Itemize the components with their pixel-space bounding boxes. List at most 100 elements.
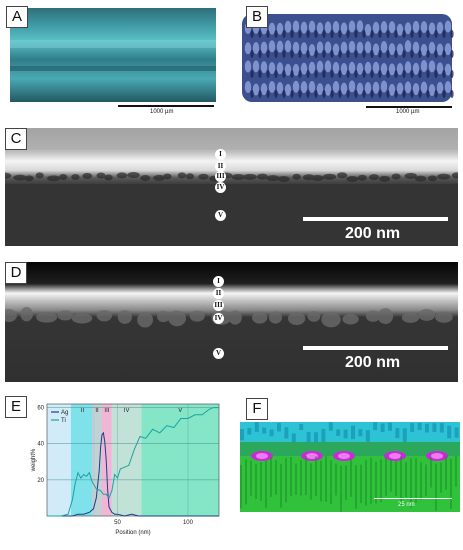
texture-streak xyxy=(432,423,437,432)
grain xyxy=(228,310,242,325)
mesh-pore xyxy=(282,50,286,58)
x-tick-label: 50 xyxy=(114,520,121,526)
mesh-pore xyxy=(330,50,334,58)
mesh-pore xyxy=(306,90,310,98)
texture-streak xyxy=(365,459,367,506)
grain xyxy=(401,312,420,323)
texture-streak xyxy=(275,460,277,495)
texture-streak xyxy=(417,422,422,431)
mesh-strut xyxy=(308,43,316,56)
mesh-strut xyxy=(380,62,388,75)
mesh-strut xyxy=(324,60,332,73)
mesh-pore xyxy=(402,90,406,98)
texture-streak xyxy=(380,423,385,433)
mesh-pore xyxy=(354,90,358,98)
texture-streak xyxy=(306,432,311,447)
mesh-strut xyxy=(412,82,420,95)
mesh-pore xyxy=(250,90,254,98)
texture-streak xyxy=(350,459,352,497)
panel-a-scale-bar xyxy=(118,105,214,107)
texture-streak xyxy=(358,429,363,437)
mesh-strut xyxy=(396,23,404,36)
grain xyxy=(287,311,306,326)
mesh-pore xyxy=(370,90,374,98)
mesh-strut xyxy=(404,81,412,94)
mesh-strut xyxy=(292,63,300,76)
mesh-pore xyxy=(266,90,270,98)
grain xyxy=(404,172,418,179)
mesh-strut xyxy=(276,22,284,35)
mesh-pore xyxy=(418,90,422,98)
mesh-strut xyxy=(444,20,452,33)
region-band-I xyxy=(70,404,93,516)
texture-streak xyxy=(291,433,296,447)
texture-streak xyxy=(420,462,422,501)
panel-d-label: D xyxy=(5,262,27,284)
mesh-pore xyxy=(282,70,286,78)
mesh-pore xyxy=(250,50,254,58)
grain xyxy=(292,173,301,180)
grain xyxy=(177,172,187,179)
mesh-strut xyxy=(252,42,260,55)
texture-streak xyxy=(299,424,304,431)
mesh-strut xyxy=(388,21,396,34)
mesh-strut xyxy=(348,61,356,74)
mesh-pore xyxy=(258,90,262,98)
mesh-strut xyxy=(444,43,452,56)
mesh-pore xyxy=(386,70,390,78)
mesh-pore xyxy=(314,90,318,98)
panel-e-label: E xyxy=(5,396,27,418)
grain xyxy=(268,311,283,324)
mesh-strut xyxy=(428,41,436,54)
panel-c: C I II III IV V 200 nm xyxy=(5,128,458,246)
layer-label-iii: III xyxy=(213,300,224,311)
region-band-V xyxy=(141,404,219,516)
grain xyxy=(266,175,280,182)
panel-a-label: A xyxy=(6,6,28,28)
mesh-strut xyxy=(428,22,436,35)
texture-streak xyxy=(388,422,392,431)
region-band-III xyxy=(101,404,112,516)
mesh-pore xyxy=(378,90,382,98)
y-axis-label: weight% xyxy=(31,448,37,472)
texture-streak xyxy=(290,457,292,497)
mesh-pore xyxy=(354,70,358,78)
texture-streak xyxy=(390,459,392,492)
mesh-pore xyxy=(266,70,270,78)
texture-streak xyxy=(320,460,322,502)
mesh-strut xyxy=(364,41,372,54)
mesh-strut xyxy=(268,40,276,53)
mesh-pore xyxy=(410,70,414,78)
mesh-strut xyxy=(364,61,372,74)
grain xyxy=(156,310,170,323)
mesh-strut xyxy=(332,80,340,93)
grain xyxy=(357,174,367,181)
legend-label-Ti: Ti xyxy=(61,418,66,424)
mesh-strut xyxy=(292,80,300,93)
texture-streak xyxy=(260,462,262,501)
layer-label-v: V xyxy=(213,348,224,359)
grain xyxy=(20,306,33,322)
mesh-pore xyxy=(410,90,414,98)
grain xyxy=(140,174,151,181)
grain xyxy=(104,174,113,181)
mesh-strut xyxy=(372,43,380,56)
mesh-pore xyxy=(386,50,390,58)
mesh-pore xyxy=(426,30,430,38)
grain xyxy=(35,172,44,179)
texture-streak xyxy=(269,429,274,437)
mesh-strut xyxy=(340,63,348,76)
mesh-pore xyxy=(378,70,382,78)
grain xyxy=(414,175,427,182)
mesh-strut xyxy=(380,21,388,34)
mesh-pore xyxy=(250,70,254,78)
texture-streak xyxy=(285,458,287,503)
texture-streak xyxy=(430,457,432,488)
texture-streak xyxy=(410,458,412,508)
grain xyxy=(13,174,27,181)
mesh-pore xyxy=(258,50,262,58)
mesh-strut xyxy=(412,41,420,54)
x-tick-label: 100 xyxy=(183,520,194,526)
mesh-strut xyxy=(436,62,444,75)
